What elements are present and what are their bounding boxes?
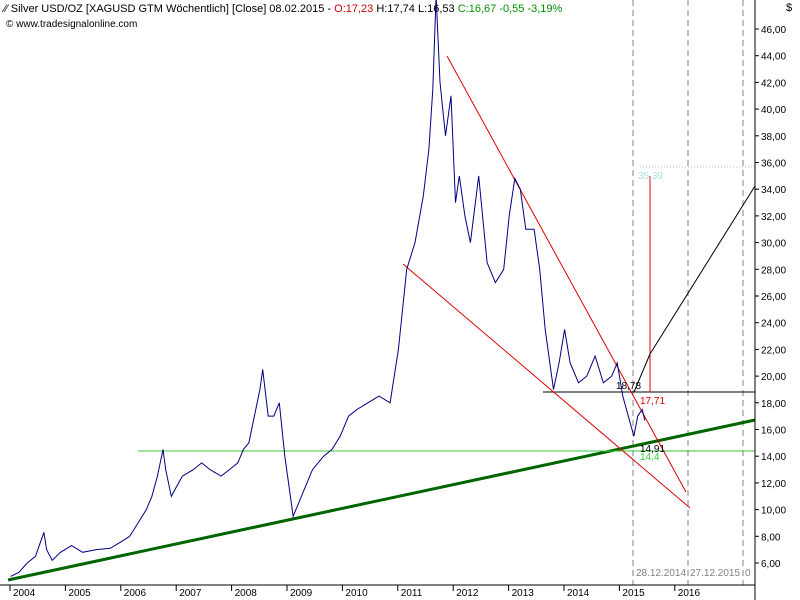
y-tick-label: 28,00 bbox=[761, 265, 786, 276]
current-price-label: 17,71 bbox=[640, 396, 665, 407]
chart-header: ⁄⁄ Silver USD/OZ [XAGUSD GTM Wöchentlich… bbox=[4, 3, 563, 15]
x-tick-label: 2012 bbox=[456, 588, 479, 599]
x-tick-label: 2007 bbox=[179, 588, 202, 599]
channel-upper-line bbox=[446, 55, 687, 493]
x-tick-label: 2011 bbox=[401, 588, 423, 599]
copyright-icon: © bbox=[6, 19, 14, 30]
x-tick-label: 2010 bbox=[345, 588, 368, 599]
y-tick-label: 8,00 bbox=[761, 532, 781, 543]
y-tick-label: 14,00 bbox=[761, 452, 786, 463]
y-tick-label: 40,00 bbox=[761, 105, 786, 116]
source-text: www.tradesignalonline.com bbox=[16, 19, 138, 30]
y-axis-unit: $ bbox=[786, 2, 793, 14]
resistance-level-label: 18,78 bbox=[616, 381, 641, 392]
y-tick-label: 22,00 bbox=[761, 345, 786, 356]
date-marker-label-2: 27.12.2015 bbox=[690, 568, 740, 579]
close-value: C:16,67 bbox=[457, 3, 497, 15]
y-tick-label: 6,00 bbox=[761, 559, 781, 570]
y-tick-label: 38,00 bbox=[761, 132, 786, 143]
y-tick-label: 44,00 bbox=[761, 52, 786, 63]
x-tick-label: 2008 bbox=[235, 588, 258, 599]
y-tick-label: 36,00 bbox=[761, 159, 786, 170]
y-tick-label: 32,00 bbox=[761, 212, 786, 223]
y-tick-label: 12,00 bbox=[761, 479, 786, 490]
high-low-value: H:17,74 L:16,53 bbox=[376, 3, 455, 15]
x-tick-label: 2013 bbox=[512, 588, 535, 599]
y-tick-label: 34,00 bbox=[761, 185, 786, 196]
projection-target-label: 35,39 bbox=[638, 171, 663, 182]
y-tick-label: 18,00 bbox=[761, 399, 786, 410]
target-line-segment-2 bbox=[649, 185, 756, 355]
open-value: O:17,23 bbox=[334, 3, 374, 15]
price-series-line bbox=[10, 0, 646, 577]
change-value: -0,55 -3,19% bbox=[499, 3, 563, 15]
x-tick-label: 2005 bbox=[68, 588, 91, 599]
drawing-tools bbox=[7, 55, 756, 582]
date-marker-label-1: 28.12.2014 bbox=[636, 568, 686, 579]
source-link[interactable]: © www.tradesignalonline.com bbox=[6, 19, 137, 30]
y-tick-label: 46,00 bbox=[761, 25, 786, 36]
x-tick-label: 2004 bbox=[13, 588, 36, 599]
y-tick-label: 42,00 bbox=[761, 78, 786, 89]
support-value-label: 14,91 bbox=[640, 444, 665, 455]
y-tick-label: 26,00 bbox=[761, 292, 786, 303]
x-tick-label: 2009 bbox=[290, 588, 313, 599]
long-term-support-line bbox=[7, 418, 756, 582]
y-tick-label: 30,00 bbox=[761, 239, 786, 250]
y-tick-label: 20,00 bbox=[761, 372, 786, 383]
y-tick-label: 24,00 bbox=[761, 319, 786, 330]
date-marker-label-3: 0 bbox=[745, 568, 751, 579]
x-tick-label: 2014 bbox=[567, 588, 590, 599]
channel-lower-line bbox=[402, 263, 691, 509]
x-tick-label: 2006 bbox=[124, 588, 147, 599]
y-tick-label: 10,00 bbox=[761, 506, 786, 517]
chart-icon: ⁄⁄ bbox=[4, 3, 8, 15]
target-line-segment-1 bbox=[633, 353, 651, 393]
support-value-label-2: 14,4 bbox=[640, 452, 660, 463]
chart-title: Silver USD/OZ [XAGUSD GTM Wöchentlich] [… bbox=[10, 3, 325, 15]
y-tick-label: 16,00 bbox=[761, 426, 786, 437]
x-tick-label: 2015 bbox=[622, 588, 645, 599]
x-tick-label: 2016 bbox=[678, 588, 701, 599]
